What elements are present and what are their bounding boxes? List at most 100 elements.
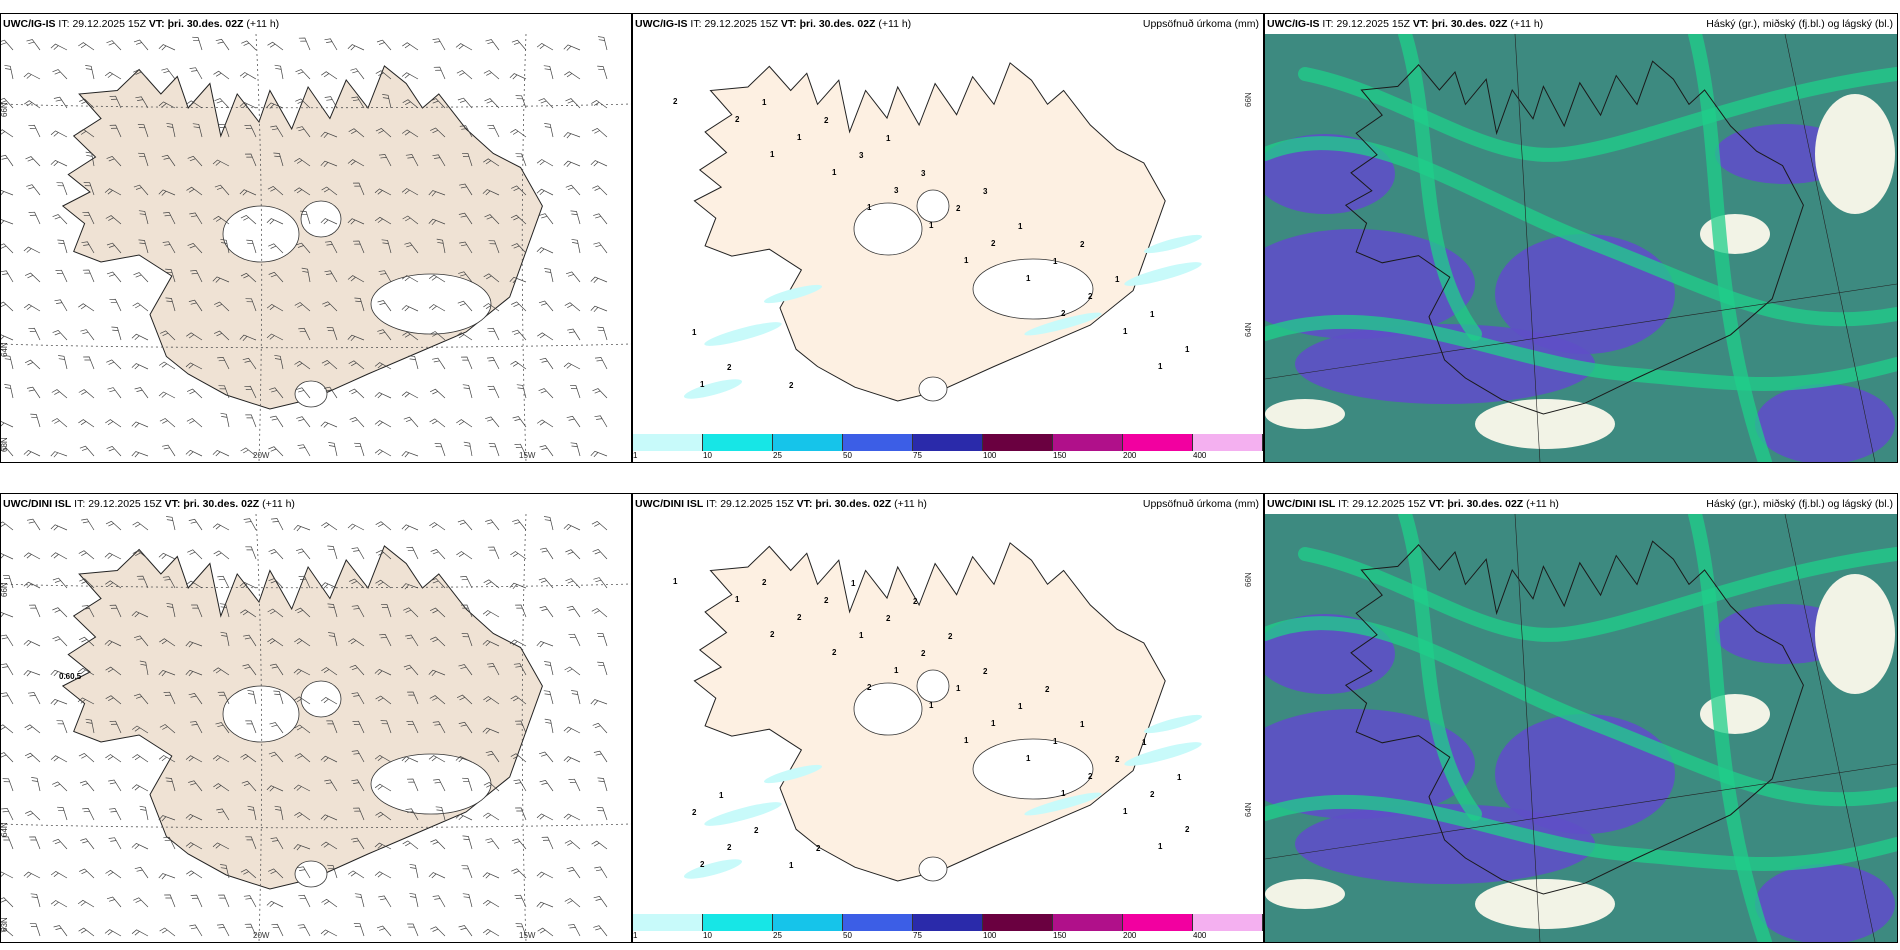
iceland-land: [693, 62, 1166, 402]
precip-label: 1: [859, 631, 864, 640]
precip-label: 1: [719, 791, 724, 800]
iceland-outline: [1344, 60, 1804, 415]
cloud-clear-areas: [1265, 574, 1895, 929]
panel-header: UWC/DINI ISL IT: 29.12.2025 15Z VT: þri.…: [633, 494, 1263, 514]
precip-colorbar: 1 10 25 50 75 100 150 200 400: [633, 434, 1263, 462]
lat-label-66n: 66N: [1, 582, 9, 597]
precip-label: 2: [824, 596, 829, 605]
wind-panel-2: UWC/DINI ISL IT: 29.12.2025 15Z VT: þri.…: [0, 493, 632, 943]
precip-label: 2: [816, 844, 821, 853]
precip-label: 1: [867, 203, 872, 212]
precip-label: 1: [1115, 275, 1120, 284]
colorbar-cell: [843, 914, 913, 931]
colorbar-cell: [1053, 914, 1123, 931]
lon-label-20w: 20W: [253, 451, 270, 460]
precip-label: 2: [991, 239, 996, 248]
glacier-myrdalsjokull: [918, 856, 948, 882]
precip-label: 2: [1185, 825, 1190, 834]
precip-label: 1: [929, 701, 934, 710]
colorbar-cell: [843, 434, 913, 451]
lat-label-63n: 63N: [1, 437, 9, 452]
precip-labels: 2 1 1 1 2 1 2 1 1 1 1 1 1 3 2 2 1 1 3 2 1 1 2 2 3 1 1 1 2 1 3 2: [673, 97, 1190, 390]
cloud-map-1: [1265, 34, 1897, 462]
precip-streaks: [683, 714, 1203, 879]
colorbar-cell: [1053, 434, 1123, 451]
colorbar-tick: 50: [843, 931, 852, 940]
colorbar-tick: 25: [773, 451, 782, 460]
precip-label: 2: [754, 826, 759, 835]
wind-map-2: 66N 64N 63N 20W 15W 0.60.5: [1, 514, 631, 942]
precip-label: 2: [727, 363, 732, 372]
precip-label: 1: [1018, 222, 1023, 231]
colorbar-tick: 1: [633, 451, 638, 460]
precip-label: 2: [956, 204, 961, 213]
precip-label: 3: [894, 186, 899, 195]
colorbar-cell: [773, 434, 843, 451]
precip-streaks: [683, 234, 1203, 399]
colorbar-tick: 100: [983, 451, 997, 460]
lon-label-15w: 15W: [519, 931, 536, 940]
precip-label: 1: [964, 736, 969, 745]
precip-label: 2: [735, 115, 740, 124]
lat-label-66n: 66N: [1244, 572, 1253, 587]
colorbar-tick: 10: [703, 451, 712, 460]
precip-colorbar: 1 10 25 50 75 100 150 200 400: [633, 914, 1263, 942]
colorbar-cell: [633, 914, 703, 931]
colorbar-tick: 150: [1053, 931, 1067, 940]
lat-label-64n: 64N: [1244, 802, 1253, 817]
precip-label: 2: [1045, 685, 1050, 694]
colorbar-cell: [703, 434, 773, 451]
precip-label: 1: [770, 150, 775, 159]
wind-annotation: 0.60.5: [59, 672, 82, 681]
precip-label: 3: [983, 187, 988, 196]
colorbar-tick: 75: [913, 931, 922, 940]
colorbar-cell: [1123, 914, 1193, 931]
precip-label: 2: [824, 116, 829, 125]
precip-label: 2: [921, 649, 926, 658]
precip-label: 2: [886, 614, 891, 623]
colorbar-cell: [913, 434, 983, 451]
precip-panel-2: UWC/DINI ISL IT: 29.12.2025 15Z VT: þri.…: [632, 493, 1264, 943]
precip-label: 1: [1053, 257, 1058, 266]
precip-label: 2: [727, 843, 732, 852]
precip-label: 1: [762, 98, 767, 107]
iceland-land: [693, 542, 1166, 882]
precip-labels: 1 2 2 1 1 1 1 2 1 1 1 2 2 1 1 2 2 2 1 1 1 2 2 2 2 1 2 2 1 2 2 1 1 2 1 2 2 1 1 2…: [673, 577, 1190, 870]
panel-header: UWC/IG-IS IT: 29.12.2025 15Z VT: þri. 30…: [1265, 14, 1897, 34]
panel-header: UWC/IG-IS IT: 29.12.2025 15Z VT: þri. 30…: [1, 14, 631, 34]
precip-label: 1: [1053, 737, 1058, 746]
precip-label: 1: [1018, 702, 1023, 711]
glacier-myrdalsjokull: [294, 860, 328, 888]
colorbar-cell: [983, 914, 1053, 931]
precip-label: 2: [1150, 790, 1155, 799]
colorbar-cell: [1193, 434, 1263, 451]
colorbar-tick: 50: [843, 451, 852, 460]
precip-label: 1: [692, 328, 697, 337]
glacier-vatnajokull: [370, 753, 492, 815]
colorbar-tick: 100: [983, 931, 997, 940]
lat-label-66n: 66N: [1244, 92, 1253, 107]
glacier-hofsjokull: [916, 189, 950, 223]
precip-label: 1: [929, 221, 934, 230]
precip-label: 1: [886, 134, 891, 143]
precip-label: 1: [894, 666, 899, 675]
precip-label: 1: [789, 861, 794, 870]
precip-label: 2: [983, 667, 988, 676]
lat-label-66n: 66N: [1, 102, 9, 117]
precip-map-2: 1 2 2 1 1 1 1 2 1 1 1 2 2 1 1 2 2 2 1 1 1 2 2 2 2 1 2 2 1 2 2 1 1 2 1 2 2 1 1 2…: [673, 542, 1253, 882]
cloud-high-layer: [1265, 34, 1897, 462]
lat-label-63n: 63N: [1, 917, 9, 932]
precip-label: 1: [1177, 773, 1182, 782]
cloud-clear-areas: [1265, 94, 1895, 449]
precip-label: 2: [1080, 240, 1085, 249]
precip-label: 1: [1150, 310, 1155, 319]
precip-label: 1: [1123, 327, 1128, 336]
precip-label: 2: [1088, 292, 1093, 301]
precip-label: 2: [797, 613, 802, 622]
precip-label: 1: [964, 256, 969, 265]
colorbar-tick: 10: [703, 931, 712, 940]
precip-label: 2: [762, 578, 767, 587]
precip-label: 2: [1115, 755, 1120, 764]
precip-label: 2: [770, 630, 775, 639]
precip-label: 2: [832, 648, 837, 657]
